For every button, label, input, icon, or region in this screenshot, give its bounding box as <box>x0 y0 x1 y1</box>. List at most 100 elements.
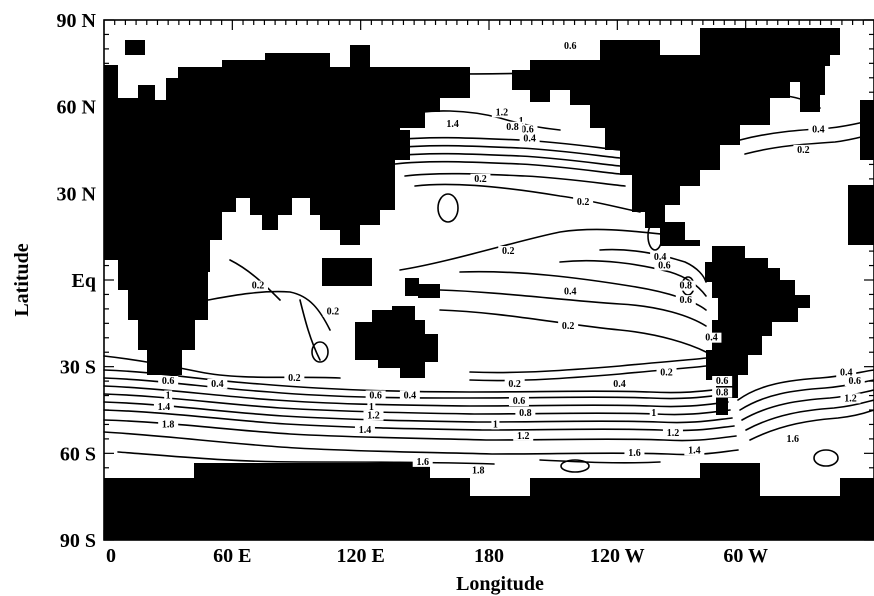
contour-label: 1.8 <box>162 419 175 430</box>
land-maritime-continent <box>322 258 372 286</box>
contour-label: 0.6 <box>369 390 382 401</box>
contour-line <box>739 119 874 141</box>
contour-label: 1.2 <box>367 411 380 422</box>
contour-label: 1.4 <box>158 402 171 413</box>
contour-label-bg <box>836 367 857 378</box>
contour-label: 0.8 <box>716 388 729 399</box>
contour-label: 0.6 <box>564 41 577 52</box>
contour-label-bg <box>498 246 519 256</box>
contour-label-bg <box>468 465 489 476</box>
contour-label-bg <box>365 390 386 401</box>
contour-label-bg <box>675 280 696 291</box>
contour-line <box>103 355 341 379</box>
contour-label: 0.4 <box>523 133 536 144</box>
contour-label-bg <box>844 376 865 386</box>
contour-label-bg <box>470 173 491 184</box>
land-greenland-tip <box>125 40 145 55</box>
contour-line <box>103 419 737 442</box>
contour-label: 1 <box>166 390 171 401</box>
contour-line <box>394 160 621 175</box>
y-tick-label: 90 N <box>57 10 97 32</box>
contour-label-bg <box>793 144 814 155</box>
land-north-america <box>512 28 840 246</box>
contour-label-bg <box>560 40 581 51</box>
contour-line <box>103 409 735 432</box>
contour-label: 1.6 <box>416 457 429 468</box>
contour-label-bg <box>519 133 540 144</box>
x-tick-label: 60 E <box>213 545 251 567</box>
contour-label-bg <box>517 124 538 135</box>
contour-label-bg <box>412 456 433 467</box>
contour-label: 0.6 <box>658 260 671 271</box>
y-axis-title: Latitude <box>11 243 33 316</box>
contour-label-bg <box>367 402 376 412</box>
contour-label: 1.2 <box>844 393 857 404</box>
y-tick-label: 30 S <box>60 357 96 379</box>
contour-label-bg <box>650 251 671 262</box>
contour-label: 0.4 <box>613 379 626 390</box>
contour-line <box>207 290 331 331</box>
land-masses <box>104 28 874 540</box>
land-borneo <box>405 278 419 296</box>
contour-line <box>394 144 621 159</box>
contour-label-bg <box>153 402 174 412</box>
contour-label-bg <box>504 378 525 389</box>
contour-line <box>399 228 681 271</box>
contour-line <box>117 451 495 465</box>
contour-label-bg <box>712 376 733 386</box>
contour-label-bg <box>158 419 179 430</box>
x-tick-label: 120 E <box>336 545 384 567</box>
contour-label-bg <box>609 378 630 389</box>
contour-loop <box>311 341 329 363</box>
contour-label: 1.6 <box>628 448 641 459</box>
land-australia <box>355 306 438 378</box>
contour-line <box>469 357 707 374</box>
contour-line <box>103 369 731 394</box>
contour-lines <box>103 71 874 473</box>
x-axis-tick-labels: 0 60 E 120 E 180 120 W 60 W <box>106 545 768 567</box>
y-tick-label: 60 N <box>57 97 97 119</box>
contour-label: 0.2 <box>577 197 590 208</box>
contour-label: 1 <box>493 419 498 430</box>
y-tick-label: 30 N <box>57 183 97 205</box>
contour-line <box>229 259 281 301</box>
contour-label: 0.4 <box>211 379 224 390</box>
contour-label-bg <box>508 396 529 407</box>
contour-line <box>737 369 874 401</box>
contour-loop <box>813 449 839 467</box>
x-tick-label: 0 <box>106 545 116 567</box>
contour-label-bg <box>573 196 594 207</box>
contour-label: 0.6 <box>162 376 175 387</box>
contour-label: 0.8 <box>506 122 519 133</box>
contour-loop <box>437 193 459 223</box>
contour-line <box>745 399 874 431</box>
contour-label: 0.4 <box>404 390 417 401</box>
contour-loop <box>560 459 590 473</box>
contour-label: 1.4 <box>359 425 372 436</box>
contour-line <box>299 299 321 361</box>
axis-ticks <box>103 19 874 541</box>
contour-line <box>559 259 707 297</box>
contour-label-bg <box>515 407 536 418</box>
contour-label: 1.4 <box>688 445 701 456</box>
x-tick-label: 60 W <box>723 545 768 567</box>
contour-line <box>744 133 874 155</box>
contour-line <box>103 385 729 408</box>
contour-line <box>439 289 707 327</box>
contour-label: 0.4 <box>564 286 577 297</box>
contour-label-bg <box>712 387 733 398</box>
contour-line <box>394 152 621 167</box>
contour-label-bg <box>649 407 658 418</box>
contour-label-bg <box>662 428 683 438</box>
contour-line <box>539 459 661 464</box>
contour-label: 0.6 <box>716 376 729 387</box>
y-tick-label: Eq <box>72 270 96 292</box>
contour-label: 1 <box>369 402 374 413</box>
land-west-africa-edge <box>848 185 874 245</box>
contour-label-bg <box>782 433 803 444</box>
contour-label: 0.4 <box>840 367 853 378</box>
contour-label: 0.2 <box>474 174 487 185</box>
contour-label-bg <box>675 295 696 306</box>
contour-line <box>439 309 707 353</box>
